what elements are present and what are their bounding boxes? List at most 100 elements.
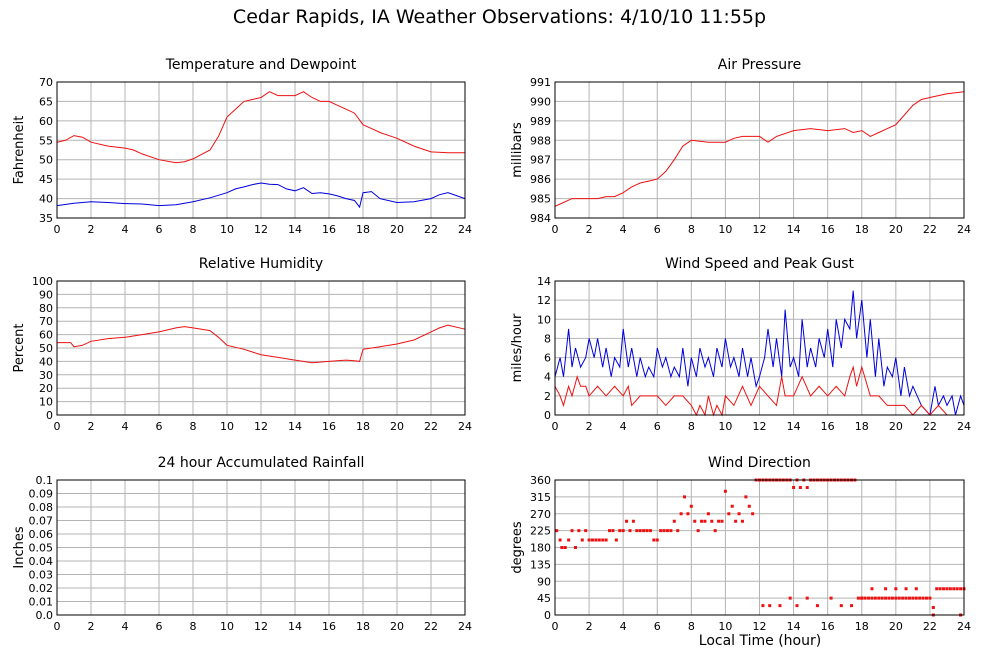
x-tick-label: 16	[322, 620, 336, 633]
x-tick-label: 22	[923, 620, 937, 633]
y-tick-label: 65	[39, 95, 53, 108]
chart-title: Wind Speed and Peak Gust	[665, 256, 854, 272]
x-tick-label: 4	[122, 620, 129, 633]
series-line-1	[554, 91, 965, 207]
data-point	[659, 529, 663, 533]
x-tick-label: 2	[586, 620, 593, 633]
data-point	[815, 604, 819, 608]
data-point	[669, 529, 673, 533]
x-tick-label: 2	[88, 620, 95, 633]
y-tick-label: 0.04	[29, 555, 54, 568]
x-tick-label: 18	[356, 420, 370, 433]
data-point	[935, 587, 939, 591]
data-point	[642, 529, 646, 533]
data-point	[558, 538, 562, 542]
y-tick-label: 0	[544, 609, 551, 622]
data-point	[604, 538, 608, 542]
y-tick-label: 0.02	[29, 582, 54, 595]
x-tick-label: 12	[753, 620, 767, 633]
data-point	[563, 546, 567, 549]
y-tick-label: 225	[530, 525, 551, 538]
y-tick-label: 987	[530, 154, 551, 167]
data-point	[683, 495, 687, 499]
data-point	[645, 529, 649, 533]
data-point	[679, 512, 683, 516]
data-point	[904, 587, 908, 591]
x-tick-label: 20	[889, 223, 903, 236]
data-point	[911, 596, 915, 600]
y-tick-label: 984	[530, 212, 551, 225]
x-tick-label: 0	[54, 223, 61, 236]
x-tick-label: 4	[620, 620, 627, 633]
y-tick-label: 0.07	[29, 515, 54, 528]
y-tick-label: 135	[530, 558, 551, 571]
data-point	[734, 519, 738, 523]
x-tick-label: 0	[552, 620, 559, 633]
data-point	[577, 529, 581, 533]
chart-panel-2: 0 2 4 6 8 10 12 14 16 18 20 22 249849859869879889899…	[510, 57, 971, 236]
x-tick-label: 18	[855, 223, 869, 236]
data-point	[621, 529, 625, 533]
chart-title: 24 hour Accumulated Rainfall	[158, 455, 365, 471]
x-tick-label: 20	[390, 620, 404, 633]
x-tick-label: 22	[923, 420, 937, 433]
data-point	[918, 596, 922, 600]
x-tick-label: 6	[156, 620, 163, 633]
data-point	[662, 529, 666, 533]
x-tick-label: 14	[288, 420, 302, 433]
y-tick-label: 0.09	[29, 488, 54, 501]
data-point	[625, 519, 629, 523]
data-point	[907, 596, 911, 600]
x-tick-label: 4	[620, 420, 627, 433]
x-tick-label: 8	[688, 223, 695, 236]
data-point	[608, 529, 612, 533]
x-tick-label: 2	[586, 420, 593, 433]
y-tick-label: 6	[544, 352, 551, 365]
data-point	[795, 604, 799, 608]
y-tick-label: 315	[530, 491, 551, 504]
data-point	[618, 529, 622, 533]
y-tick-label: 180	[530, 542, 551, 555]
x-tick-label: 8	[688, 420, 695, 433]
data-point	[723, 489, 727, 493]
data-point	[584, 529, 588, 533]
data-point	[884, 596, 888, 600]
y-tick-label: 2	[544, 390, 551, 403]
x-tick-label: 10	[220, 420, 234, 433]
y-tick-label: 0.0	[36, 609, 54, 622]
x-tick-label: 2	[88, 223, 95, 236]
y-tick-label: 0.08	[29, 501, 54, 514]
x-tick-label: 14	[787, 420, 801, 433]
y-tick-label: 60	[39, 329, 53, 342]
x-tick-label: 0	[552, 223, 559, 236]
data-point	[805, 596, 809, 600]
data-point	[710, 519, 714, 523]
x-tick-label: 4	[122, 223, 129, 236]
y-axis-label: Fahrenheit	[12, 116, 27, 185]
x-tick-label: 10	[220, 620, 234, 633]
plot-frame	[554, 280, 965, 416]
x-tick-label: 16	[821, 223, 835, 236]
x-tick-label: 0	[552, 420, 559, 433]
data-point	[628, 529, 632, 533]
y-tick-label: 989	[530, 115, 551, 128]
y-tick-label: 55	[39, 134, 53, 147]
x-tick-label: 16	[821, 420, 835, 433]
y-tick-label: 0	[46, 409, 53, 422]
data-point	[696, 529, 700, 533]
data-point	[706, 512, 710, 516]
data-point	[914, 587, 918, 591]
data-point	[768, 604, 772, 608]
data-point	[676, 529, 680, 533]
data-point	[700, 519, 704, 523]
y-axis-label: miles/hour	[510, 313, 525, 382]
y-tick-label: 40	[39, 355, 53, 368]
plot-frame	[554, 479, 965, 616]
x-tick-label: 18	[356, 223, 370, 236]
data-point	[942, 587, 946, 591]
x-tick-label: 6	[654, 420, 661, 433]
x-tick-label: 18	[855, 420, 869, 433]
data-point	[573, 546, 577, 549]
data-point	[631, 519, 635, 523]
